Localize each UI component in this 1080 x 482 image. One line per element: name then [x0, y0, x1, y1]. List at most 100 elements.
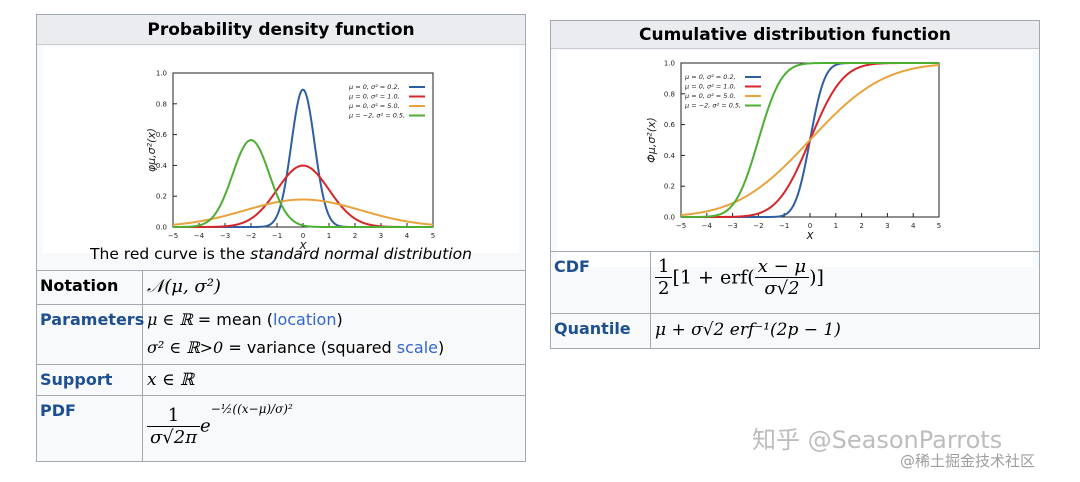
cdf-plot-area: −5 −4 −3 −2 −1 0 1 2 3 4 5 0.0 0.2 0.4 0.6 0.8 1.0 x Φμ,σ²…: [557, 51, 1033, 267]
parameter-variance: σ² ∈ ℝ>0 = variance (squared scale): [147, 338, 525, 357]
pdf-exponent: −½((x−μ)/σ)²: [210, 402, 293, 416]
pdf-x-tick-label: −5: [168, 232, 178, 240]
parameters-row: Parameters μ ∈ ℝ = mean (location) σ² ∈ …: [37, 304, 525, 364]
cdf-half-den: 2: [658, 278, 670, 299]
support-row: Support x ∈ ℝ: [37, 364, 525, 395]
notation-value: 𝒩(μ, σ²): [147, 276, 221, 297]
pdf-y-tick-label: 0.4: [156, 162, 168, 170]
cdf-row: CDF 1 2 [1 + erf( x − μ σ√2 )]: [551, 251, 1039, 313]
pdf-caption: The red curve is the standard normal dis…: [37, 245, 525, 263]
pdf-x-tick-label: −3: [220, 232, 230, 240]
cdf-legend-label-1: μ = 0, σ² = 0.2,: [684, 73, 736, 81]
cdf-inner-fraction: x − μ σ√2: [754, 256, 810, 299]
pdf-chart: −5 −4 −3 −2 −1 0 1 2 3 4 5 0.0 0.2 0.4 0.6 0.8 1.0 x φμ,σ²…: [145, 70, 435, 253]
cdf-legend-label-4: μ = −2, σ² = 0.5,: [684, 102, 741, 110]
cdf-x-tick-label: −1: [779, 222, 789, 230]
pdf-y-tick-label: 0.0: [156, 224, 167, 232]
cdf-inner-num: x − μ: [754, 256, 810, 278]
cdf-y-tick-label: 0.4: [664, 152, 676, 160]
cdf-open: [1 + erf(: [672, 266, 755, 289]
pdf-x-tick-label: −2: [246, 232, 256, 240]
pdf-formula: 1 σ√2π e−½((x−μ)/σ)²: [147, 396, 525, 461]
notation-label: Notation: [37, 271, 143, 304]
pdf-y-axis-label: φμ,σ²(x): [145, 128, 158, 172]
cdf-y-axis-label: Φμ,σ²(x): [645, 117, 658, 163]
cdf-legend-label-3: μ = 0, σ² = 5.0,: [684, 92, 736, 100]
cdf-series-line-3: [680, 63, 940, 217]
pdf-legend-label-4: μ = −2, σ² = 0.5,: [348, 112, 405, 120]
cdf-infobox: Cumulative distribution function −5 −4 −3 −…: [550, 20, 1040, 349]
parameter-mean: μ ∈ ℝ = mean (location): [147, 310, 525, 338]
cdf-y-tick-label: 0.6: [664, 121, 676, 129]
parameters-label[interactable]: Parameters: [37, 305, 144, 364]
pdf-x-tick-label: 5: [431, 232, 435, 240]
pdf-series-line-3: [172, 198, 434, 226]
pdf-x-tick-label: 1: [327, 232, 331, 240]
cdf-infobox-title: Cumulative distribution function: [551, 21, 1039, 49]
pdf-exp-base: e: [200, 415, 211, 437]
cdf-x-tick-label: 5: [937, 222, 941, 230]
param-var-math: σ² ∈ ℝ>0: [147, 338, 224, 357]
param-mean-math: μ ∈ ℝ: [147, 310, 193, 329]
cdf-x-tick-label: −4: [702, 222, 713, 230]
param-mean-close: ): [336, 310, 343, 329]
pdf-row: PDF 1 σ√2π e−½((x−μ)/σ)²: [37, 395, 525, 461]
pdf-label[interactable]: PDF: [37, 396, 143, 461]
cdf-half: 1 2: [655, 256, 673, 299]
pdf-caption-text: The red curve is the: [90, 245, 251, 263]
location-link[interactable]: location: [273, 310, 337, 329]
support-value: x ∈ ℝ: [147, 370, 195, 390]
cdf-half-num: 1: [655, 256, 673, 278]
cdf-x-tick-label: 2: [859, 222, 863, 230]
pdf-caption-emphasis: standard normal distribution: [250, 245, 472, 263]
pdf-x-tick-label: 0: [301, 232, 305, 240]
watermark-sub: @稀土掘金技术社区: [900, 452, 1036, 470]
notation-row: Notation 𝒩(μ, σ²): [37, 270, 525, 304]
cdf-close: )]: [809, 266, 824, 289]
cdf-x-tick-label: −2: [753, 222, 763, 230]
pdf-y-tick-label: 1.0: [156, 70, 167, 78]
pdf-legend-label-3: μ = 0, σ² = 5.0,: [348, 102, 400, 110]
pdf-y-tick-label: 0.2: [156, 193, 167, 201]
quantile-label[interactable]: Quantile: [551, 314, 651, 348]
support-label[interactable]: Support: [37, 365, 143, 395]
cdf-inner-den: σ√2: [764, 278, 800, 299]
param-var-close: ): [438, 338, 445, 357]
cdf-label[interactable]: CDF: [551, 252, 651, 313]
pdf-y-tick-label: 0.6: [156, 131, 168, 139]
pdf-fraction: 1 σ√2π: [147, 405, 201, 448]
cdf-y-tick-label: 0.0: [664, 214, 675, 222]
cdf-x-tick-label: −5: [676, 222, 686, 230]
pdf-x-tick-label: −1: [272, 232, 282, 240]
cdf-x-tick-label: −3: [727, 222, 737, 230]
watermark-main: 知乎 @SeasonParrots: [752, 426, 1003, 454]
cdf-x-tick-label: 0: [808, 222, 812, 230]
pdf-y-tick-label: 0.8: [156, 100, 167, 108]
scale-link[interactable]: scale: [396, 338, 439, 357]
pdf-x-axis-label: x: [298, 238, 307, 252]
quantile-value: μ + σ√2 erf⁻¹(2p − 1): [655, 320, 841, 340]
pdf-legend-label-1: μ = 0, σ² = 0.2,: [348, 83, 400, 91]
pdf-series-line-1: [173, 88, 433, 228]
pdf-x-tick-label: 2: [353, 232, 357, 240]
pdf-series-line-4: [173, 139, 433, 228]
pdf-x-tick-label: 3: [379, 232, 383, 240]
param-var-eq: = variance (squared: [223, 338, 397, 357]
cdf-y-tick-label: 0.8: [664, 90, 675, 98]
cdf-x-tick-label: 4: [911, 222, 916, 230]
cdf-x-tick-label: 3: [885, 222, 889, 230]
cdf-x-axis-label: x: [805, 228, 814, 242]
pdf-infobox: Probability density function −5 −4 −3 −2 −1 0…: [36, 14, 526, 462]
cdf-x-tick-label: 1: [834, 222, 838, 230]
pdf-x-tick-label: −4: [194, 232, 205, 240]
cdf-formula: 1 2 [1 + erf( x − μ σ√2 )]: [655, 252, 1039, 313]
quantile-row: Quantile μ + σ√2 erf⁻¹(2p − 1): [551, 313, 1039, 348]
pdf-plot-area: −5 −4 −3 −2 −1 0 1 2 3 4 5 0.0 0.2 0.4 0.6 0.8 1.0 x φμ,σ²…: [43, 47, 519, 253]
cdf-legend-label-2: μ = 0, σ² = 1.0,: [684, 83, 736, 91]
pdf-legend-label-2: μ = 0, σ² = 1.0,: [348, 93, 400, 101]
cdf-y-tick-label: 0.2: [664, 183, 675, 191]
pdf-numerator: 1: [147, 405, 201, 427]
cdf-chart: −5 −4 −3 −2 −1 0 1 2 3 4 5 0.0 0.2 0.4 0.6 0.8 1.0 x Φμ,σ²…: [645, 60, 941, 243]
cdf-series-line-4: [681, 62, 939, 218]
pdf-x-tick-label: 4: [405, 232, 410, 240]
